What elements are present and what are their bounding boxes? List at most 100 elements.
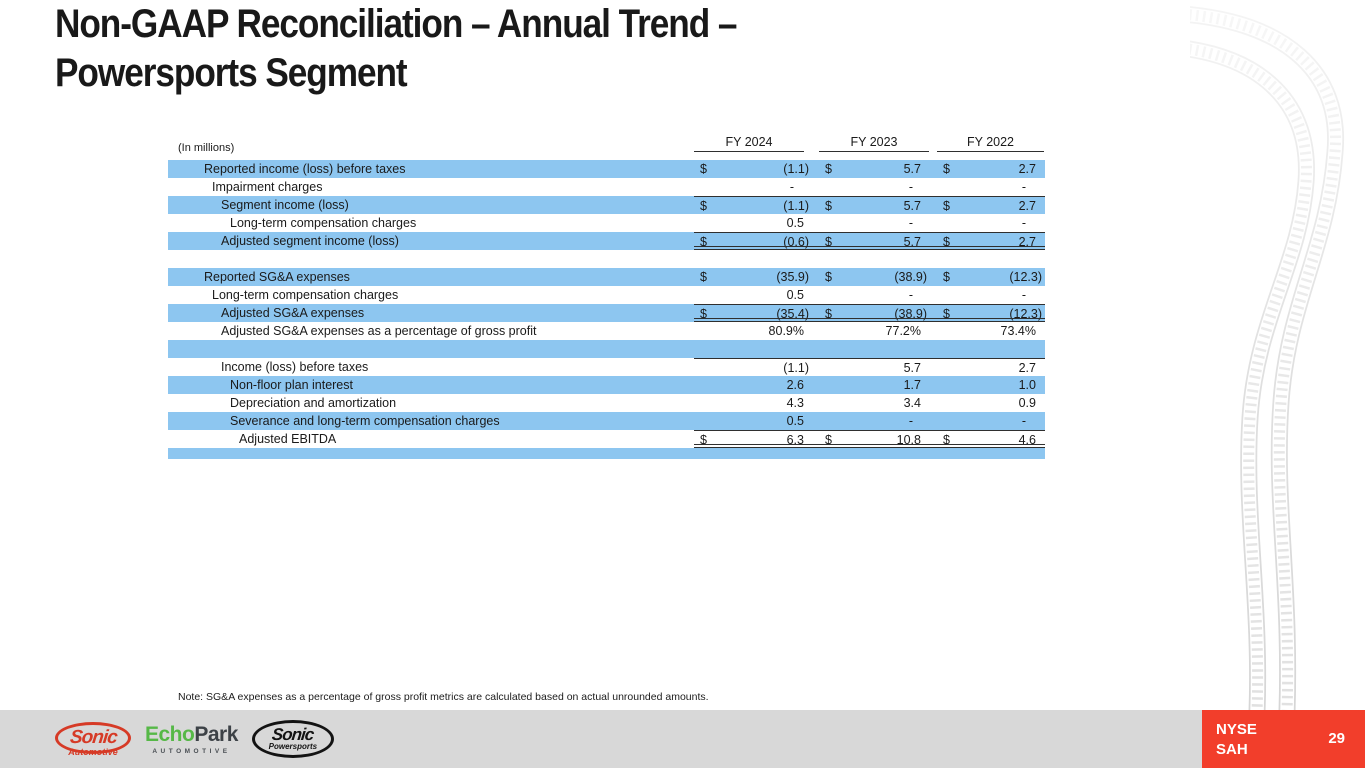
value-cell: $ (35.4) — [694, 307, 809, 321]
cell-value: 5.7 — [903, 234, 921, 249]
row-label: Reported SG&A expenses — [204, 270, 350, 284]
currency-symbol: $ — [825, 234, 832, 249]
value-cell: $ (1.1) — [694, 162, 809, 176]
table-row: Adjusted segment income (loss) $ (0.6) $5.7… — [168, 232, 1045, 251]
sonic-automotive-logo: Sonic Automotive — [55, 721, 131, 757]
row-label: Depreciation and amortization — [230, 396, 397, 410]
value-cell: $2.7 — [937, 162, 1044, 176]
currency-symbol: $ — [943, 432, 950, 447]
table-row: Severance and long-term compensation cha… — [168, 412, 1045, 430]
tire-tracks-decoration — [1190, 0, 1365, 712]
cell-value: (35.4) — [776, 306, 809, 321]
value-cell: - — [819, 288, 929, 302]
cell-value: 2.7 — [1018, 234, 1036, 249]
row-values: 80.9% 77.2% 73.4% — [694, 322, 1045, 340]
value-cell: - — [819, 180, 929, 194]
cell-value: - — [1021, 288, 1026, 302]
row-values: 4.3 3.4 0.9 — [694, 394, 1045, 412]
table-row: Adjusted EBITDA $6.3 $10.8 $4.6 — [168, 430, 1045, 449]
cell-value: - — [1021, 414, 1026, 428]
table-header-columns: FY 2024 FY 2023 FY 2022 — [694, 132, 1045, 154]
row-values: $ (35.4) $ (38.9) $ (12.3) — [694, 304, 1045, 323]
cell-value: (12.3) — [1009, 306, 1042, 321]
ticker-symbol: SAH — [1216, 740, 1248, 758]
column-header-fy2024: FY 2024 — [694, 135, 804, 152]
footer-bar: Sonic Automotive EchoPark AUTOMOTIVE Son… — [0, 710, 1365, 768]
currency-symbol: $ — [825, 432, 832, 447]
table-row: Non-floor plan interest 2.6 1.7 1.0 — [168, 376, 1045, 394]
currency-symbol: $ — [943, 198, 950, 213]
table-row: Reported income (loss) before taxes $ (1.1… — [168, 160, 1045, 178]
cell-value: 2.7 — [1018, 198, 1036, 213]
table-header: (In millions) FY 2024 FY 2023 FY 2022 — [168, 132, 1045, 160]
value-cell: 4.3 — [694, 396, 804, 410]
row-label: Impairment charges — [212, 180, 323, 194]
row-label: Adjusted SG&A expenses — [221, 306, 365, 320]
value-cell: 80.9% — [694, 324, 804, 338]
value-cell: 0.5 — [694, 288, 804, 302]
cell-value: - — [1021, 180, 1026, 194]
row-label: Income (loss) before taxes — [221, 360, 369, 374]
cell-value: 5.7 — [903, 360, 921, 375]
currency-symbol: $ — [825, 198, 832, 213]
currency-symbol: $ — [943, 162, 950, 176]
cell-value: (38.9) — [894, 270, 927, 284]
cell-value: 0.5 — [786, 414, 804, 428]
units-label: (In millions) — [178, 142, 235, 154]
value-cell: $ (12.3) — [937, 307, 1044, 321]
value-cell: - — [937, 216, 1044, 230]
sonic-automotive-subtext: Automotive — [68, 746, 118, 757]
column-header-fy2023: FY 2023 — [819, 135, 929, 152]
row-values: 0.5 - - — [694, 412, 1045, 430]
table-spacer-row — [168, 448, 1045, 459]
row-label — [168, 448, 694, 459]
value-cell: $5.7 — [819, 162, 929, 176]
row-values: 0.5 - - — [694, 214, 1045, 232]
ticker-box: NYSE SAH 29 — [1202, 710, 1365, 768]
row-values: 0.5 - - — [694, 286, 1045, 304]
row-label: Adjusted SG&A expenses as a percentage o… — [221, 324, 537, 338]
slide-title-line-2: Powersports Segment — [55, 51, 408, 95]
value-cell: - — [937, 414, 1044, 428]
ticker-exchange: NYSE — [1216, 721, 1257, 738]
row-label: Reported income (loss) before taxes — [204, 162, 406, 176]
row-values: $ (0.6) $5.7 $2.7 — [694, 232, 1045, 251]
cell-value: - — [1021, 216, 1026, 230]
value-cell: $ (0.6) — [694, 235, 809, 249]
cell-value: 4.3 — [786, 396, 804, 410]
value-cell: 5.7 — [819, 361, 929, 375]
table-spacer-row — [168, 250, 1045, 268]
row-values: 2.6 1.7 1.0 — [694, 376, 1045, 394]
currency-symbol: $ — [700, 432, 707, 447]
currency-symbol: $ — [943, 234, 950, 249]
row-values: --- — [694, 178, 1045, 196]
sonic-automotive-wordmark: Sonic — [68, 726, 118, 748]
table-row: Reported SG&A expenses $ (35.9) $ (38.9) $ (12… — [168, 268, 1045, 286]
cell-value: - — [789, 180, 794, 194]
currency-symbol: $ — [943, 306, 950, 321]
cell-value: 77.2% — [885, 324, 921, 338]
echopark-logo: EchoPark AUTOMOTIVE — [145, 723, 238, 755]
row-label: Long-term compensation charges — [212, 288, 399, 302]
value-cell: 0.9 — [937, 396, 1044, 410]
sonic-powersports-wordmark: Sonic — [271, 725, 315, 744]
table-row: Depreciation and amortization 4.3 3.4 0.9 — [168, 394, 1045, 412]
table-row: Long-term compensation charges 0.5 - - — [168, 214, 1045, 232]
cell-value: 0.5 — [786, 288, 804, 302]
value-cell: 0.5 — [694, 216, 804, 230]
logo-group: Sonic Automotive EchoPark AUTOMOTIVE Son… — [55, 710, 334, 768]
table-row: Income (loss) before taxes (1.1) 5.7 2.7 — [168, 358, 1045, 376]
row-values: (1.1) 5.7 2.7 — [694, 358, 1045, 376]
ticker-text: NYSE SAH — [1216, 720, 1257, 759]
table-row: Impairment charges - - - — [168, 178, 1045, 196]
value-cell: $ (38.9) — [819, 270, 929, 284]
cell-value: 73.4% — [1000, 324, 1036, 338]
currency-symbol: $ — [700, 198, 707, 213]
cell-value: (1.1) — [783, 198, 809, 213]
value-cell: 2.7 — [937, 361, 1044, 375]
cell-value: 10.8 — [896, 432, 921, 447]
table-spacer-row — [168, 340, 1045, 358]
row-values: $ (1.1) $5.7 $2.7 — [694, 160, 1045, 178]
value-cell: 3.4 — [819, 396, 929, 410]
currency-symbol: $ — [825, 270, 832, 284]
